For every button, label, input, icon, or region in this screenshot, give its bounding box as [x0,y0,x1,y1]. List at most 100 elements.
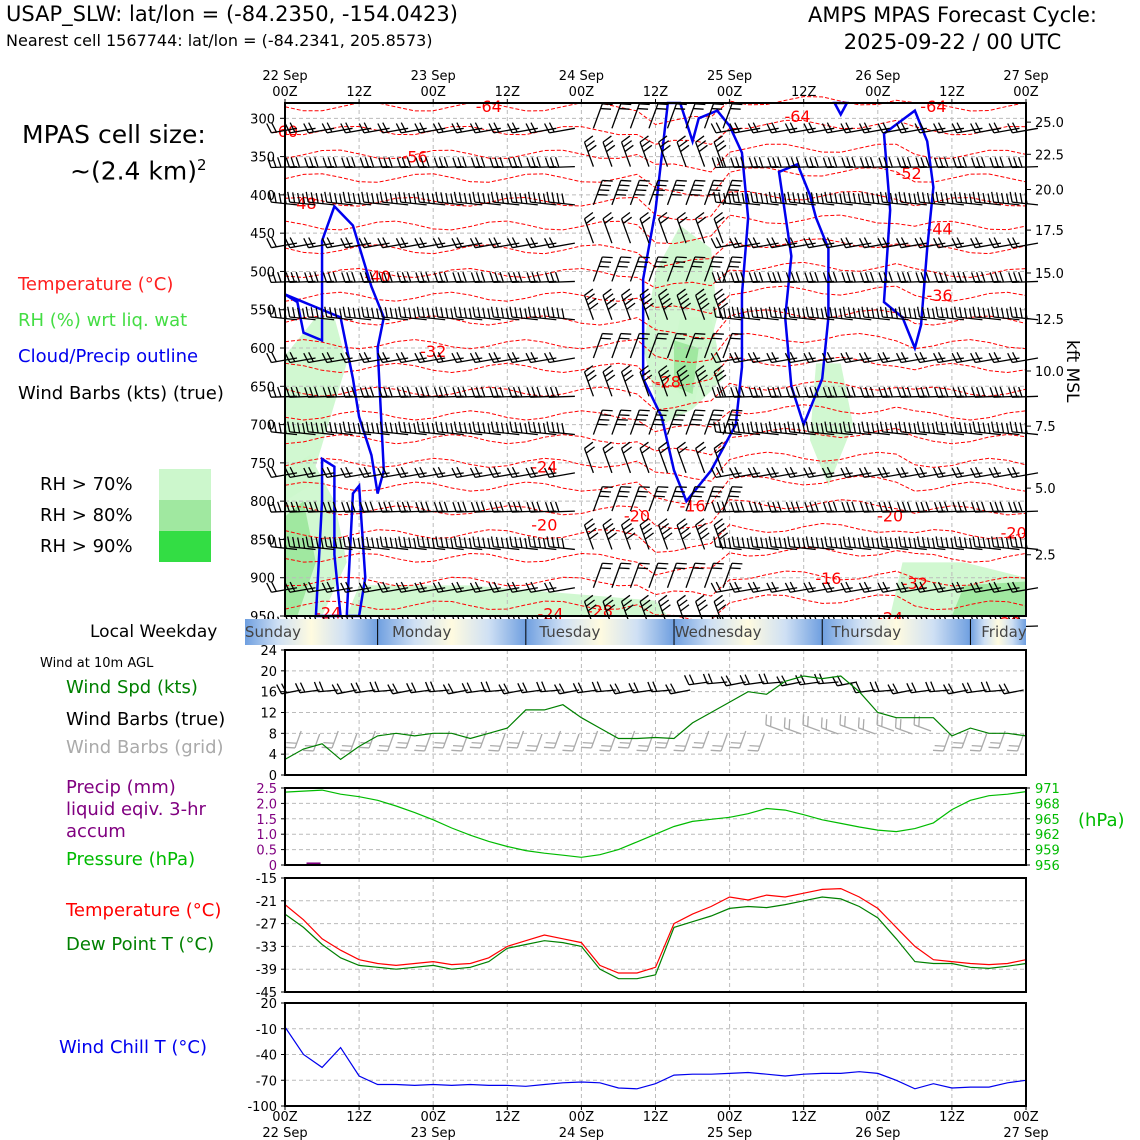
barb-flag [996,536,1000,548]
barb-flag [900,122,907,133]
barb-flag [951,123,958,134]
barb-flag [953,421,958,432]
wind-barb [915,157,946,169]
barb-staff [744,681,765,686]
barb-flag [663,532,673,540]
barb-flag [542,308,547,319]
barb-flag [324,536,328,547]
barb-flag [661,604,671,612]
barb-flag [845,237,852,248]
barb-flag [340,123,347,134]
barb-flag [824,191,828,203]
barb-flag [994,386,1000,398]
wind-panel-ytick-label: 12 [260,707,277,722]
barb-flag [985,681,991,692]
barb-flag [347,307,351,318]
chart-title-left: USAP_SLW: lat/lon = (-84.2350, -154.0423… [6,2,458,26]
barb-flag [825,719,828,730]
barb-flag [431,193,435,204]
barb-flag [866,422,870,433]
barb-flag [933,467,939,478]
barb-flag [851,157,856,168]
barb-flag [314,271,319,283]
wind-barb-true [628,682,654,694]
wind-barb-grid [395,730,413,749]
barb-flag [787,306,791,318]
barb-flag [894,423,899,434]
barb-flag [760,307,764,319]
barb-flag [287,306,291,318]
barb-flag [395,123,402,134]
wind-barb [583,365,597,397]
barb-flag [765,193,769,204]
barb-flag [827,272,833,283]
barb-flag [278,307,282,319]
barb-staff [611,563,622,588]
barb-flag [443,157,449,168]
barb-flag [530,466,537,477]
barb-flag [711,490,723,493]
barb-flag [1018,501,1023,512]
wind-barb [916,421,946,436]
barb-flag [480,681,486,692]
barb-flag [931,308,936,319]
barb-staff [629,256,640,282]
barb-flag [324,306,328,318]
barb-flag [957,157,963,168]
barb-flag [511,122,518,133]
wind-barb [416,306,446,321]
barb-flag [977,422,981,433]
barb-flag [584,518,594,526]
barb-flag [401,386,407,398]
barb-flag [310,536,314,548]
wind-barb [750,536,779,551]
barb-flag [327,386,333,398]
barb-flag [963,422,968,434]
barb-flag [297,307,301,319]
barb-flag [713,594,723,603]
wind-barb [1008,501,1039,513]
wind-barb [324,306,353,321]
cell-size-text: ~(2.4 km) [70,156,197,186]
barb-flag [676,518,686,526]
barb-flag [472,306,476,318]
barb-flag [387,684,394,695]
barb-flag [847,192,852,203]
barb-flag [729,467,736,478]
barb-flag [901,157,907,168]
barb-flag [820,193,824,204]
barb-flag [730,157,735,168]
barb-flag [894,717,897,728]
barb-flag [431,308,435,319]
barb-flag [943,386,949,398]
barb-flag [778,537,782,548]
barb-flag [536,681,542,692]
barb-flag [438,157,444,168]
barb-flag [272,157,277,168]
barb-flag [933,238,939,248]
barb-flag [943,157,949,168]
barb-staff [592,563,603,588]
barb-flag [290,386,296,398]
barb-flag [821,467,828,478]
wind-barb [361,306,390,321]
barb-flag [452,744,464,747]
barb-flag [416,306,420,318]
barb-flag [994,272,1000,283]
wind-barb [703,486,724,512]
barb-flag [898,536,902,547]
barb-flag [271,581,277,592]
barb-flag [716,501,722,513]
barb-flag [996,422,1000,433]
weekday-band [377,619,526,645]
barb-flag [462,501,467,512]
barb-flag [656,261,667,263]
barb-flag [933,352,939,363]
wind-barb [629,562,650,588]
weekday-band [245,619,378,645]
barb-flag [395,467,402,478]
barb-flag [711,272,717,283]
barb-flag [474,352,481,362]
temperature-contour-label: -64 [784,107,810,126]
barb-flag [314,157,319,168]
